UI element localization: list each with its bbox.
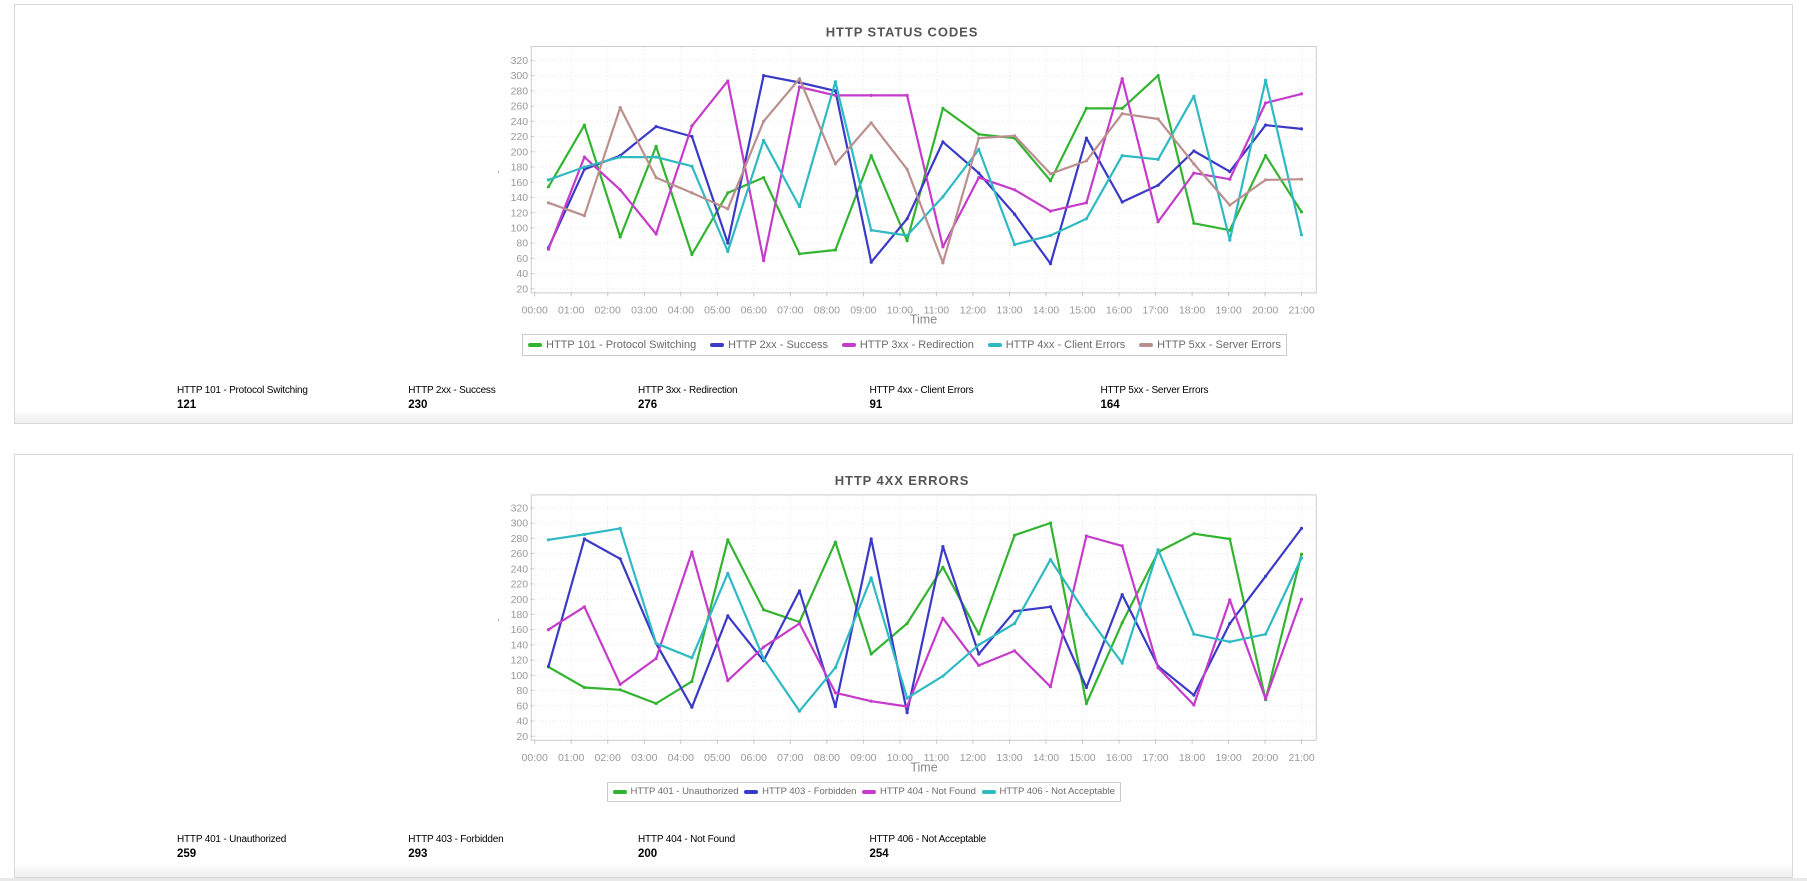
svg-text:20:00: 20:00 xyxy=(1252,752,1278,764)
svg-text:05:00: 05:00 xyxy=(704,304,730,316)
svg-text:220: 220 xyxy=(511,131,529,143)
svg-text:01:00: 01:00 xyxy=(558,304,584,316)
svg-text:01:00: 01:00 xyxy=(558,752,584,764)
svg-text:20: 20 xyxy=(516,283,528,295)
svg-text:280: 280 xyxy=(511,86,529,98)
svg-text:14:00: 14:00 xyxy=(1033,752,1059,764)
svg-text:60: 60 xyxy=(516,700,528,712)
svg-text:260: 260 xyxy=(511,101,529,113)
svg-text:300: 300 xyxy=(511,518,529,530)
svg-text:07:00: 07:00 xyxy=(777,304,803,316)
svg-text:160: 160 xyxy=(511,624,529,636)
svg-text:19:00: 19:00 xyxy=(1215,752,1241,764)
svg-text:240: 240 xyxy=(511,563,529,575)
svg-text:200: 200 xyxy=(511,594,529,606)
svg-text:08:00: 08:00 xyxy=(814,752,840,764)
svg-text:18:00: 18:00 xyxy=(1179,304,1205,316)
svg-text:180: 180 xyxy=(511,162,529,174)
svg-text:06:00: 06:00 xyxy=(741,304,767,316)
svg-text:300: 300 xyxy=(511,70,529,82)
svg-text:Time: Time xyxy=(910,313,937,327)
svg-text:00:00: 00:00 xyxy=(522,304,548,316)
svg-text:20:00: 20:00 xyxy=(1252,304,1278,316)
svg-text:16:00: 16:00 xyxy=(1106,752,1132,764)
svg-text:08:00: 08:00 xyxy=(814,304,840,316)
svg-text:160: 160 xyxy=(511,177,529,189)
svg-text:02:00: 02:00 xyxy=(595,752,621,764)
svg-text:11:00: 11:00 xyxy=(924,304,950,316)
svg-text:80: 80 xyxy=(516,238,528,250)
svg-text:HTTP 4XX ERRORS: HTTP 4XX ERRORS xyxy=(835,473,970,488)
svg-text:200: 200 xyxy=(511,146,529,158)
svg-text:19:00: 19:00 xyxy=(1215,304,1241,316)
svg-text:10:00: 10:00 xyxy=(887,752,913,764)
svg-text:320: 320 xyxy=(511,502,529,514)
svg-text:12:00: 12:00 xyxy=(960,752,986,764)
svg-text:07:00: 07:00 xyxy=(777,752,803,764)
svg-text:12:00: 12:00 xyxy=(960,304,986,316)
svg-text:13:00: 13:00 xyxy=(996,304,1022,316)
svg-text:03:00: 03:00 xyxy=(631,752,657,764)
svg-text:140: 140 xyxy=(511,192,529,204)
svg-text:15:00: 15:00 xyxy=(1069,752,1095,764)
svg-text:100: 100 xyxy=(511,670,529,682)
svg-text:100: 100 xyxy=(511,223,529,235)
svg-text:18:00: 18:00 xyxy=(1179,752,1205,764)
svg-text:120: 120 xyxy=(511,655,529,667)
svg-text:04:00: 04:00 xyxy=(668,304,694,316)
svg-text:05:00: 05:00 xyxy=(704,752,730,764)
svg-text:180: 180 xyxy=(511,609,529,621)
svg-text:17:00: 17:00 xyxy=(1142,304,1168,316)
svg-text:15:00: 15:00 xyxy=(1069,304,1095,316)
svg-text:21:00: 21:00 xyxy=(1288,304,1314,316)
svg-text:21:00: 21:00 xyxy=(1288,752,1314,764)
svg-text:80: 80 xyxy=(516,685,528,697)
svg-text:14:00: 14:00 xyxy=(1033,304,1059,316)
svg-text:40: 40 xyxy=(516,716,528,728)
svg-text:06:00: 06:00 xyxy=(741,752,767,764)
svg-text:140: 140 xyxy=(511,639,529,651)
svg-text:03:00: 03:00 xyxy=(631,304,657,316)
svg-text:09:00: 09:00 xyxy=(850,752,876,764)
svg-text:16:00: 16:00 xyxy=(1106,304,1132,316)
svg-text:60: 60 xyxy=(516,253,528,265)
svg-text:260: 260 xyxy=(511,548,529,560)
svg-text:Time: Time xyxy=(910,761,937,775)
svg-text:,: , xyxy=(497,611,500,623)
svg-text:02:00: 02:00 xyxy=(595,304,621,316)
svg-text:10:00: 10:00 xyxy=(887,304,913,316)
svg-text:17:00: 17:00 xyxy=(1142,752,1168,764)
svg-text:,: , xyxy=(497,163,500,175)
svg-text:40: 40 xyxy=(516,268,528,280)
svg-text:320: 320 xyxy=(511,55,529,67)
svg-text:120: 120 xyxy=(511,207,529,219)
svg-text:09:00: 09:00 xyxy=(850,304,876,316)
svg-text:04:00: 04:00 xyxy=(668,752,694,764)
svg-text:13:00: 13:00 xyxy=(996,752,1022,764)
svg-text:00:00: 00:00 xyxy=(522,752,548,764)
svg-text:HTTP STATUS CODES: HTTP STATUS CODES xyxy=(826,25,979,40)
svg-text:240: 240 xyxy=(511,116,529,128)
svg-text:20: 20 xyxy=(516,731,528,743)
svg-text:220: 220 xyxy=(511,579,529,591)
svg-text:280: 280 xyxy=(511,533,529,545)
svg-text:11:00: 11:00 xyxy=(924,752,950,764)
